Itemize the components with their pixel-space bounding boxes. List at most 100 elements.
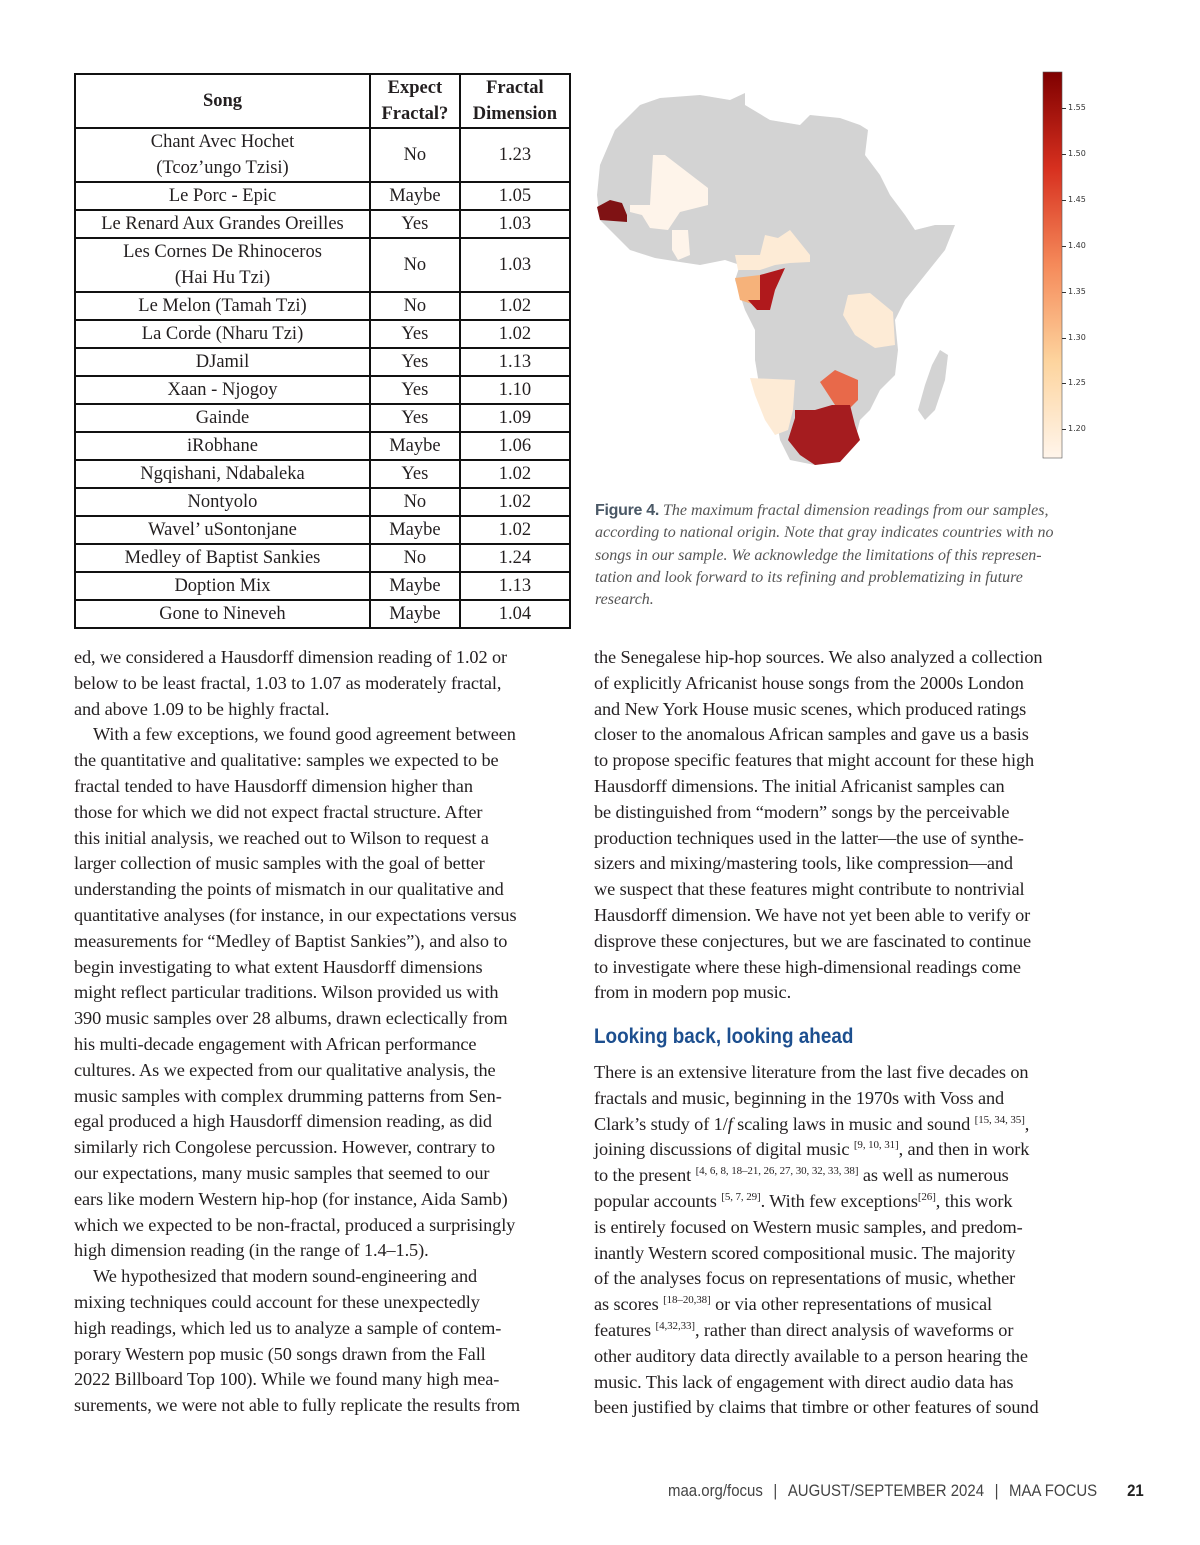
fractal-dimension: 1.24 — [458, 543, 572, 573]
text-line: There is an extensive literature from th… — [594, 1060, 1039, 1086]
expect-fractal: Yes — [369, 403, 461, 433]
song-title-line: Ngqishani, Ndabaleka — [140, 464, 305, 484]
left-column-text: ed, we considered a Hausdorff dimension … — [74, 645, 520, 1419]
text-segment: inantly Western scored compositional mus… — [594, 1242, 1016, 1263]
caption-line: research. — [595, 591, 654, 609]
text-line: quantitative analyses (for instance, in … — [74, 903, 520, 929]
song-title-line: (Tcoz’ungo Tzisi) — [156, 158, 289, 178]
text-segment: as scores — [594, 1294, 664, 1315]
table-row: DJamil Yes 1.13 — [74, 347, 572, 377]
song-title-line: Le Melon (Tamah Tzi) — [138, 296, 307, 316]
text-segment: disprove these conjectures, but we are f… — [594, 930, 1032, 951]
table-row: Chant Avec Hochet (Tcoz’ungo Tzisi) No 1.23 — [74, 127, 572, 183]
text-line: understanding the points of mismatch in … — [74, 877, 520, 903]
italic-text: f — [727, 1113, 733, 1134]
text-segment: high dimension reading (in the range of … — [74, 1240, 429, 1261]
text-segment: fractals and music, beginning in the 197… — [594, 1087, 1005, 1108]
text-segment: music. This lack of engagement with dire… — [594, 1371, 1014, 1392]
text-line: joining discussions of digital music [9,… — [594, 1137, 1039, 1163]
expect-fractal: No — [369, 291, 461, 321]
right-column-text: the Senegalese hip-hop sources. We also … — [594, 645, 1043, 1006]
region-congo — [748, 268, 785, 310]
text-segment: features — [594, 1319, 656, 1340]
text-line: Clark’s study of 1/f scaling laws in mus… — [594, 1112, 1039, 1138]
text-line: which we expected to be non-fractal, pro… — [74, 1213, 520, 1239]
text-line: the quantitative and qualitative: sample… — [74, 748, 520, 774]
text-line: to investigate where these high-dimensio… — [594, 955, 1042, 981]
song-title-line: DJamil — [195, 352, 250, 372]
text-segment: those for which we did not expect fracta… — [74, 801, 483, 822]
text-segment: might reflect particular traditions. Wil… — [74, 982, 499, 1003]
region-tanzania — [843, 293, 895, 348]
footer-separator: | — [994, 1481, 999, 1500]
text-line: features [4,32,33], rather than direct a… — [594, 1318, 1039, 1344]
text-line: we suspect that these features might con… — [594, 877, 1042, 903]
song-title: Medley of Baptist Sankies — [74, 543, 371, 573]
text-segment: quantitative analyses (for instance, in … — [74, 904, 517, 925]
colorbar-tick-label: 1.40 — [1062, 240, 1086, 250]
text-segment: and above 1.09 to be highly fractal. — [74, 698, 330, 719]
text-line: disprove these conjectures, but we are f… — [594, 929, 1042, 955]
region-cameroon-car — [735, 230, 810, 270]
text-segment: , and then in work — [898, 1139, 1030, 1160]
text-segment: popular accounts — [594, 1190, 722, 1211]
figure-label: Figure 4. — [595, 502, 659, 519]
citation: [15, 34, 35] — [974, 1113, 1025, 1126]
text-segment: joining discussions of digital music — [594, 1139, 854, 1160]
africa-map — [597, 71, 1063, 465]
text-line: begin investigating to what extent Hausd… — [74, 955, 520, 981]
text-line: and above 1.09 to be highly fractal. — [74, 697, 520, 723]
text-line: high dimension reading (in the range of … — [74, 1238, 520, 1264]
table-row: Le Melon (Tamah Tzi) No 1.02 — [74, 291, 572, 321]
table-row: La Corde (Nharu Tzi) Yes 1.02 — [74, 319, 572, 349]
text-line: his multi-decade engagement with African… — [74, 1032, 520, 1058]
text-line: fractal tended to have Hausdorff dimensi… — [74, 774, 520, 800]
song-title-line: Xaan - Njogoy — [167, 380, 278, 400]
song-title: Le Renard Aux Grandes Oreilles — [74, 209, 371, 239]
text-segment: to investigate where these high-dimensio… — [594, 956, 1021, 977]
expect-fractal: No — [369, 127, 461, 183]
text-line: egal produced a high Hausdorff dimension… — [74, 1109, 520, 1135]
region-ghana — [672, 230, 690, 260]
song-title-line: Wavel’ uSontonjane — [148, 520, 297, 540]
fractal-dimension: 1.05 — [458, 181, 572, 211]
table-row: Doption Mix Maybe 1.13 — [74, 571, 572, 601]
col-expect: Expect Fractal? — [369, 73, 461, 129]
expect-fractal: No — [369, 487, 461, 517]
song-title: Le Porc - Epic — [74, 181, 371, 211]
text-segment: high readings, which led us to analyze a… — [74, 1317, 502, 1338]
song-title: Nontyolo — [74, 487, 371, 517]
table-row: Ngqishani, Ndabaleka Yes 1.02 — [74, 459, 572, 489]
expect-fractal: Yes — [369, 319, 461, 349]
text-line: as scores [18–20,38] or via other repres… — [594, 1292, 1039, 1318]
text-segment: below to be least fractal, 1.03 to 1.07 … — [74, 672, 502, 693]
region-south-africa — [788, 405, 860, 465]
table-row: Le Renard Aux Grandes Oreilles Yes 1.03 — [74, 209, 572, 239]
madagascar — [918, 350, 948, 420]
text-segment: 2022 Billboard Top 100). While we found … — [74, 1369, 500, 1390]
text-line: of explicitly Africanist house songs fro… — [594, 671, 1042, 697]
text-line: production techniques used in the latter… — [594, 826, 1042, 852]
expect-fractal: Maybe — [369, 571, 461, 601]
col-expect-line1: Expect — [387, 78, 443, 98]
text-segment: 390 music samples over 28 albums, drawn … — [74, 1008, 508, 1029]
fractal-dimension: 1.03 — [458, 237, 572, 293]
text-segment: cultures. As we expected from our qualit… — [74, 1059, 496, 1080]
text-line: sizers and mixing/mastering tools, like … — [594, 851, 1042, 877]
table-row: Medley of Baptist Sankies No 1.24 — [74, 543, 572, 573]
colorbar-tick-label: 1.35 — [1062, 286, 1086, 296]
text-line: fractals and music, beginning in the 197… — [594, 1086, 1039, 1112]
citation: [26] — [917, 1190, 936, 1203]
song-title-line: Chant Avec Hochet — [150, 132, 295, 152]
text-segment: fractal tended to have Hausdorff dimensi… — [74, 775, 473, 796]
text-segment: Hausdorff dimension. We have not yet bee… — [594, 904, 1031, 925]
text-segment: or via other representations of musical — [710, 1294, 992, 1315]
song-title-line: Medley of Baptist Sankies — [124, 548, 321, 568]
song-title: Doption Mix — [74, 571, 371, 601]
text-line: might reflect particular traditions. Wil… — [74, 980, 520, 1006]
col-song: Song — [74, 73, 371, 129]
song-title: Ngqishani, Ndabaleka — [74, 459, 371, 489]
fractal-dimension: 1.03 — [458, 209, 572, 239]
song-title: Wavel’ uSontonjane — [74, 515, 371, 545]
footer-magazine: MAA FOCUS — [1009, 1481, 1098, 1500]
